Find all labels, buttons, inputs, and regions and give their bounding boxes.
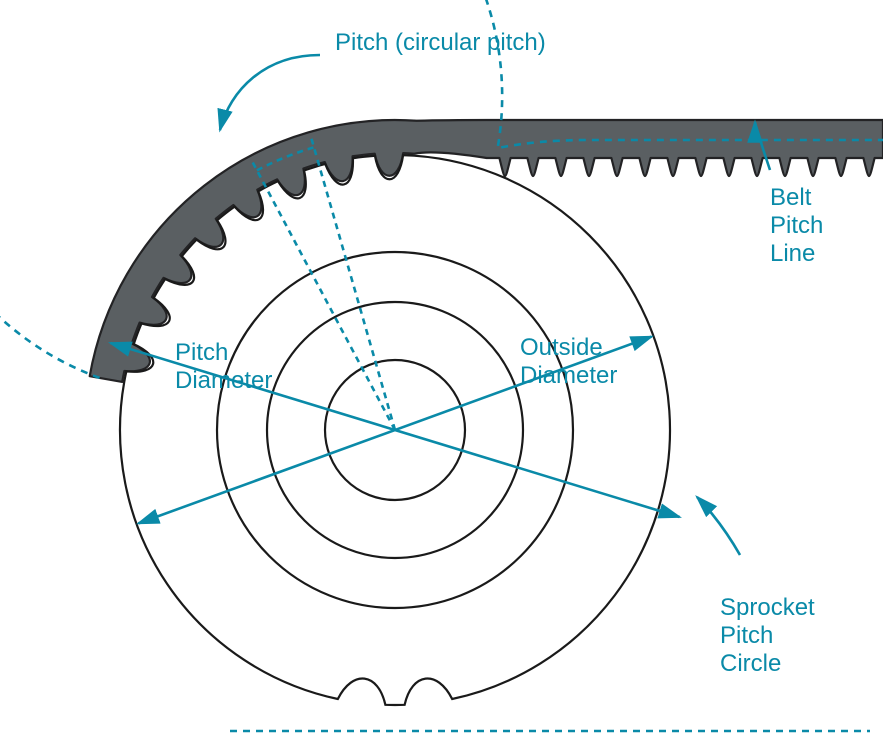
leader-pitch-title	[220, 55, 320, 130]
label-pitch-diameter-2: Diameter	[175, 367, 272, 394]
pitch-radial	[310, 134, 395, 430]
label-belt-pitch-1: Belt	[770, 184, 812, 211]
label-belt-pitch-2: Pitch	[770, 212, 823, 239]
label-outside-diameter-2: Diameter	[520, 362, 617, 389]
sprocket-pitch-diagram: Pitch (circular pitch)PitchDiameterOutsi…	[0, 0, 883, 756]
leader-sprocket-pitch-circle	[697, 497, 740, 555]
label-outside-diameter-1: Outside	[520, 334, 603, 361]
label-belt-pitch-3: Line	[770, 240, 815, 267]
label-pitch-title: Pitch (circular pitch)	[335, 29, 546, 56]
label-sprocket-pitch-2: Pitch	[720, 622, 773, 649]
label-sprocket-pitch-1: Sprocket	[720, 594, 815, 621]
label-pitch-diameter-1: Pitch	[175, 339, 228, 366]
label-sprocket-pitch-3: Circle	[720, 650, 781, 677]
